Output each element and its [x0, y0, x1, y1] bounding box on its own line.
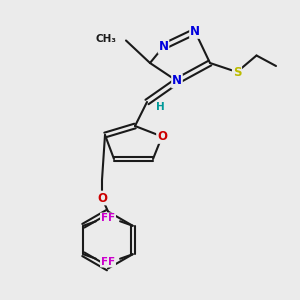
Text: O: O: [97, 191, 107, 205]
Text: N: N: [172, 74, 182, 88]
Text: F: F: [108, 257, 115, 267]
Text: F: F: [101, 213, 108, 223]
Text: N: N: [158, 40, 169, 53]
Text: O: O: [157, 130, 167, 143]
Text: H: H: [156, 101, 165, 112]
Text: F: F: [101, 257, 108, 267]
Text: S: S: [233, 65, 241, 79]
Text: N: N: [190, 25, 200, 38]
Text: F: F: [108, 213, 115, 223]
Text: CH₃: CH₃: [96, 34, 117, 44]
